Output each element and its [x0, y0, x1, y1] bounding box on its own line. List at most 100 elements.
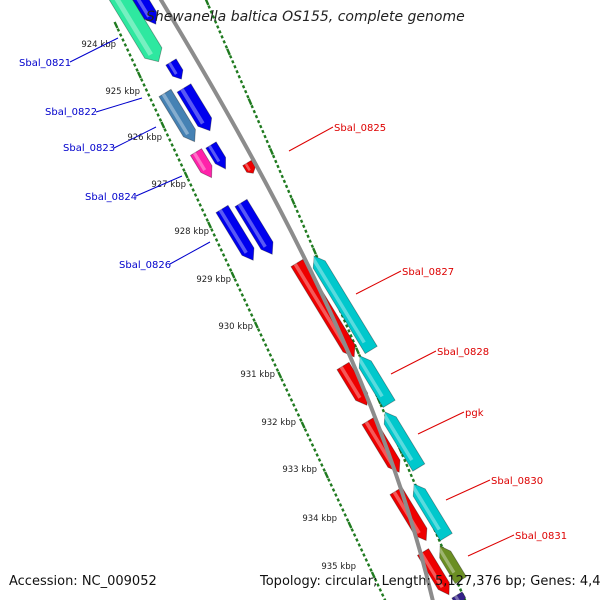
- inner-tick: [200, 208, 205, 212]
- inner-tick: [364, 558, 369, 562]
- outer-tick: [222, 40, 226, 44]
- inner-tick: [343, 513, 347, 517]
- gene-sbal-0825-shine: [244, 163, 251, 172]
- outer-tick: [405, 463, 409, 468]
- tick-label: 929 kbp: [196, 275, 231, 285]
- inner-tick: [182, 168, 186, 172]
- inner-tick: [303, 428, 308, 432]
- inner-tick: [142, 83, 146, 87]
- inner-tick: [230, 271, 236, 279]
- gene-sbal-0821[interactable]: [108, 0, 163, 63]
- inner-tick: [294, 408, 298, 412]
- gene-sbal-0822b[interactable]: [176, 83, 213, 132]
- inner-tick: [217, 243, 221, 247]
- inner-tick: [212, 233, 216, 237]
- inner-tick: [172, 148, 177, 152]
- inner-tick: [331, 488, 336, 492]
- gene-arrows: [108, 0, 467, 600]
- outer-tick: [349, 334, 353, 338]
- gene-label-leader: [113, 126, 157, 149]
- inner-tick: [168, 138, 172, 142]
- gene-label-forward[interactable]: Sbal_0824: [85, 192, 137, 203]
- inner-tick: [189, 183, 193, 187]
- outer-tick: [267, 144, 272, 149]
- gene-sbal-0826a[interactable]: [215, 204, 255, 261]
- inner-tick: [275, 368, 280, 372]
- gene-sbal-0824b-body: [205, 141, 226, 170]
- inner-tick: [362, 553, 366, 557]
- gene-sbal-0824[interactable]: [189, 148, 213, 179]
- outer-tick: [407, 468, 411, 473]
- gene-label-reverse[interactable]: Sbal_0827: [402, 267, 454, 278]
- gene-sbal-0821-partner[interactable]: [129, 0, 157, 25]
- inner-tick: [355, 538, 359, 542]
- gene-sbal-0831-rev[interactable]: [436, 545, 467, 585]
- gene-label-reverse[interactable]: Sbal_0828: [437, 347, 489, 358]
- inner-tick: [221, 253, 226, 257]
- outer-tick: [246, 94, 250, 99]
- gene-label-leader: [355, 270, 402, 295]
- gene-sbal-0828-rev[interactable]: [356, 355, 396, 409]
- outer-tick: [290, 197, 296, 205]
- inner-tick: [136, 71, 142, 79]
- gene-sbal-0823[interactable]: [158, 88, 196, 143]
- gene-label-leader: [445, 479, 491, 501]
- outer-tick: [287, 189, 291, 194]
- gene-label-forward[interactable]: Sbal_0822: [45, 107, 97, 118]
- inner-tick: [292, 403, 296, 407]
- gene-sbal-0824b[interactable]: [205, 141, 226, 170]
- gene-sbal-0825[interactable]: [242, 159, 256, 174]
- inner-tick: [324, 471, 330, 479]
- inner-tick: [238, 288, 242, 292]
- inner-tick: [329, 483, 333, 487]
- gene-label-reverse[interactable]: Sbal_0831: [515, 531, 567, 542]
- outer-tick: [218, 30, 222, 34]
- inner-tick: [140, 78, 144, 82]
- inner-tick: [310, 443, 315, 447]
- gene-label-leader: [467, 534, 515, 557]
- inner-tick: [289, 398, 294, 402]
- gene-sbal-0821-partner-shine: [136, 0, 151, 18]
- gene-label-forward[interactable]: Sbal_0821: [19, 58, 71, 69]
- inner-tick: [277, 371, 283, 379]
- gene-sbal-0827-rev[interactable]: [310, 255, 378, 355]
- gene-sbal-0830-rev-shine: [410, 484, 441, 531]
- gene-sbal-0828-rev-shine: [356, 356, 384, 398]
- outer-tick: [282, 179, 287, 184]
- outer-tick: [226, 48, 231, 56]
- genome-backbone: [158, 0, 435, 600]
- gene-pgk-rev[interactable]: [381, 411, 426, 472]
- outer-tick: [211, 15, 216, 19]
- gene-sbal-0821-body: [108, 0, 163, 63]
- genome-info-text: Topology: circular; Length: 5,127,376 bp…: [260, 574, 600, 589]
- gene-label-forward[interactable]: Sbal_0826: [119, 260, 171, 271]
- inner-tick: [121, 38, 125, 42]
- gene-label-reverse[interactable]: Sbal_0830: [491, 476, 543, 487]
- gene-next[interactable]: [451, 591, 466, 600]
- outer-tick: [355, 347, 360, 355]
- tick-label: 928 kbp: [174, 227, 209, 237]
- gene-sbal-0826b[interactable]: [234, 198, 274, 255]
- outer-tick: [231, 59, 235, 64]
- gene-sbal-0822a[interactable]: [165, 58, 184, 80]
- outer-tick: [244, 89, 248, 94]
- gene-sbal-0824-body: [189, 148, 213, 179]
- inner-tick: [380, 593, 385, 597]
- gene-pgk-rev-shine: [381, 412, 414, 461]
- tick-label: 927 kbp: [151, 180, 186, 190]
- tick-label: 935 kbp: [321, 562, 356, 572]
- gene-label-reverse[interactable]: pgk: [465, 408, 484, 419]
- inner-tick: [226, 263, 231, 267]
- gene-label-leader: [288, 126, 334, 152]
- gene-label-reverse[interactable]: Sbal_0825: [334, 123, 386, 134]
- inner-tick: [313, 448, 317, 452]
- inner-tick: [123, 43, 128, 47]
- inner-tick: [334, 493, 338, 497]
- gene-sbal-0830-rev[interactable]: [410, 483, 453, 542]
- outer-tick: [213, 20, 218, 24]
- outer-tick: [254, 114, 259, 119]
- gene-sbal-0831[interactable]: [416, 548, 450, 596]
- gene-label-leader: [390, 350, 437, 375]
- inner-tick: [128, 53, 132, 57]
- gene-label-forward[interactable]: Sbal_0823: [63, 143, 115, 154]
